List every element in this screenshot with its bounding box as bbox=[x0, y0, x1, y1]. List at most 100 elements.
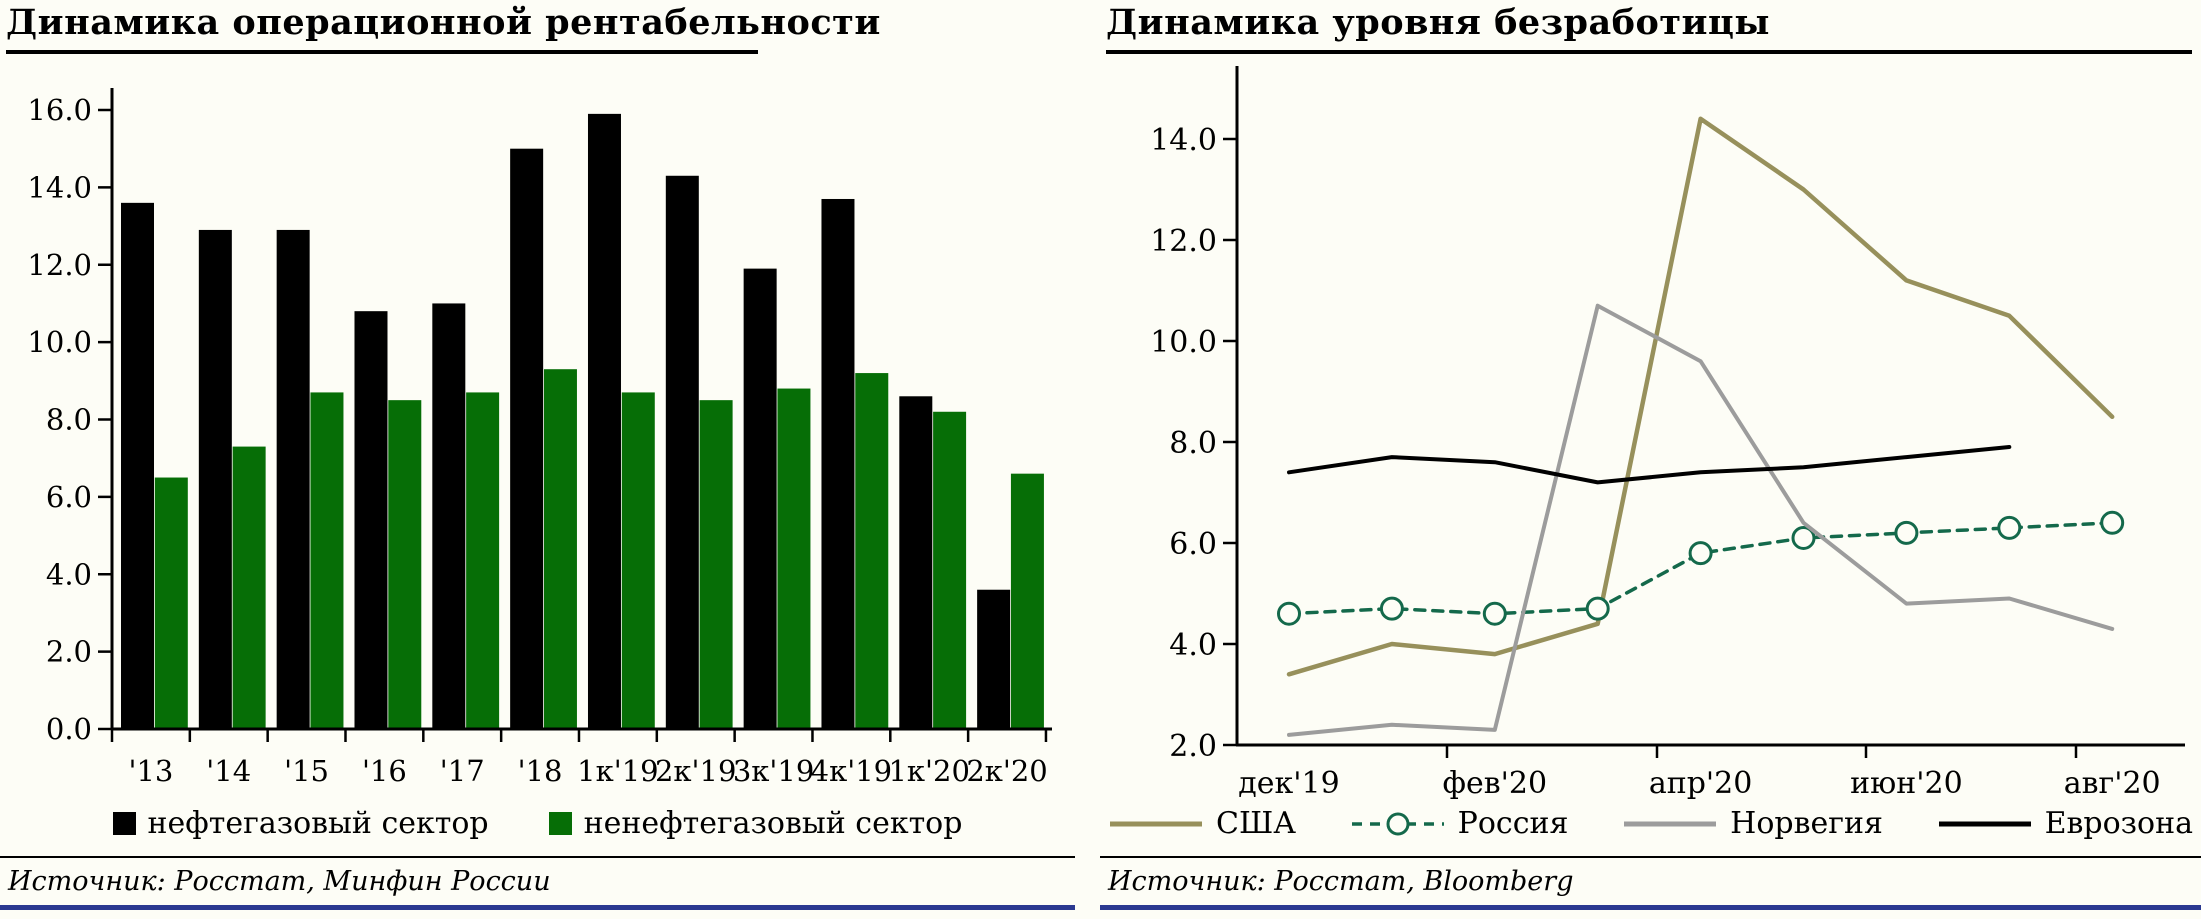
x-axis-label: '13 bbox=[128, 754, 173, 788]
series-marker bbox=[1482, 601, 1507, 626]
y-axis-label: 4.0 bbox=[46, 557, 92, 591]
y-axis-label: 14.0 bbox=[1150, 123, 1217, 158]
bar-oil-gas bbox=[587, 113, 621, 729]
legend-item-label: Норвегия bbox=[1730, 806, 1883, 841]
x-axis-label: '16 bbox=[362, 754, 407, 788]
x-axis-label: 2к'20 bbox=[966, 754, 1047, 788]
legend-item-label: ненефтегазовый сектор bbox=[583, 806, 963, 841]
y-axis-label: 6.0 bbox=[46, 480, 92, 514]
legend-item: Норвегия bbox=[1622, 806, 1883, 841]
series-line-США bbox=[1286, 116, 2115, 677]
y-axis-label: 0.0 bbox=[46, 712, 92, 746]
series-line-Норвегия bbox=[1287, 303, 2115, 737]
bar-oil-gas bbox=[432, 303, 466, 729]
left-chart-title: Динамика операционной рентабельности bbox=[6, 2, 880, 54]
legend-item: США bbox=[1108, 806, 1296, 841]
x-axis-label: '14 bbox=[206, 754, 251, 788]
series-marker bbox=[1277, 601, 1301, 626]
bar-oil-gas bbox=[899, 396, 933, 729]
bar-non-oil-gas bbox=[855, 373, 889, 729]
x-axis-label: 4к'19 bbox=[811, 754, 892, 788]
left-footer-rule bbox=[0, 856, 1075, 858]
x-axis-label: 2к'19 bbox=[655, 754, 736, 788]
right-footer-accent-line bbox=[1100, 905, 2201, 910]
series-line-Еврозона bbox=[1287, 445, 2012, 485]
bar-oil-gas bbox=[198, 229, 232, 729]
bar-oil-gas bbox=[821, 198, 855, 729]
legend-item-label: Россия bbox=[1457, 806, 1569, 841]
right-chart-legend: США Россия Норвегия Еврозона bbox=[1100, 806, 2201, 841]
y-axis-label: 8.0 bbox=[1169, 426, 1217, 461]
bar-oil-gas bbox=[121, 202, 154, 730]
y-axis-label: 14.0 bbox=[27, 170, 92, 204]
legend-item: ненефтегазовый сектор bbox=[548, 806, 963, 841]
legend-line-sample bbox=[1110, 821, 1202, 826]
legend-line-sample bbox=[1624, 821, 1717, 826]
bar-non-oil-gas bbox=[933, 411, 967, 729]
bar-non-oil-gas bbox=[621, 392, 655, 729]
legend-item: нефтегазовый сектор bbox=[112, 806, 489, 841]
x-axis-label: фев'20 bbox=[1443, 766, 1548, 801]
bar-oil-gas bbox=[510, 148, 544, 729]
bar-oil-gas bbox=[977, 589, 1011, 729]
x-axis-label: июн'20 bbox=[1850, 766, 1963, 801]
legend-item-label: нефтегазовый сектор bbox=[147, 806, 489, 841]
series-marker bbox=[1997, 515, 2022, 540]
y-axis-label: 10.0 bbox=[27, 325, 92, 359]
bar-oil-gas bbox=[276, 229, 310, 729]
legend-swatch bbox=[548, 812, 572, 835]
bar-non-oil-gas bbox=[388, 400, 422, 729]
y-axis-label: 2.0 bbox=[1169, 729, 1217, 764]
series-marker bbox=[1585, 596, 1610, 621]
x-axis-label: 1к'20 bbox=[888, 754, 969, 788]
series-marker bbox=[2100, 510, 2125, 535]
y-axis-label: 2.0 bbox=[46, 635, 92, 669]
left-source-text: Источник: Росстат, Минфин России bbox=[8, 866, 551, 897]
y-axis-label: 6.0 bbox=[1169, 527, 1217, 562]
x-axis-label: '18 bbox=[518, 754, 563, 788]
bar-chart-operating-profitability: 0.0 2.0 4.0 6.0 8.0 10.0 12.0 14.0 16.0 '13 '14 '15… bbox=[27, 88, 1052, 788]
bar-non-oil-gas bbox=[154, 477, 188, 729]
y-axis-label: 8.0 bbox=[46, 403, 92, 437]
bar-non-oil-gas bbox=[466, 392, 500, 729]
y-axis-label: 12.0 bbox=[27, 248, 92, 282]
x-axis-label: дек'19 bbox=[1238, 766, 1339, 801]
bar-non-oil-gas bbox=[232, 446, 266, 729]
y-axis-label: 12.0 bbox=[1150, 224, 1217, 259]
bar-non-oil-gas bbox=[310, 392, 344, 729]
x-axis-label: авг'20 bbox=[2064, 766, 2161, 801]
bar-non-oil-gas bbox=[543, 369, 577, 729]
bar-oil-gas bbox=[665, 175, 699, 730]
series-line-Россия bbox=[1287, 521, 2114, 616]
y-axis-label: 4.0 bbox=[1169, 628, 1217, 663]
series-marker bbox=[1791, 525, 1816, 550]
legend-marker bbox=[1386, 812, 1410, 835]
x-axis-label: апр'20 bbox=[1649, 766, 1753, 801]
legend-swatch bbox=[112, 812, 136, 835]
legend-item: Россия bbox=[1350, 806, 1569, 841]
legend-item-label: Еврозона bbox=[2044, 806, 2193, 841]
left-footer-accent-line bbox=[0, 905, 1075, 910]
legend-line-sample bbox=[1351, 812, 1444, 835]
legend-item-label: США bbox=[1216, 806, 1296, 841]
panel-unemployment: Динамика уровня безработицы 2.0 4.0 6.0 8.0… bbox=[1100, 0, 2201, 919]
left-chart-legend: нефтегазовый сектор ненефтегазовый сектор bbox=[0, 806, 1075, 841]
panel-operating-profitability: Динамика операционной рентабельности 0.0… bbox=[0, 0, 1075, 919]
right-chart-title: Динамика уровня безработицы bbox=[1106, 2, 2192, 54]
y-axis-label: 10.0 bbox=[1150, 325, 1217, 360]
bar-non-oil-gas bbox=[699, 400, 733, 729]
legend-line-sample bbox=[1938, 821, 2031, 826]
x-axis-label: '15 bbox=[284, 754, 329, 788]
bar-non-oil-gas bbox=[777, 388, 811, 729]
x-axis-label: '17 bbox=[440, 754, 485, 788]
legend-item: Еврозона bbox=[1937, 806, 2193, 841]
series-marker bbox=[1688, 541, 1713, 566]
right-footer-rule bbox=[1100, 856, 2201, 858]
x-axis-label: 1к'19 bbox=[577, 754, 658, 788]
line-chart-unemployment: 2.0 4.0 6.0 8.0 10.0 12.0 14.0 дек'19 фев'20 апр'… bbox=[1150, 66, 2185, 801]
bar-oil-gas bbox=[354, 311, 388, 729]
y-axis-label: 16.0 bbox=[27, 93, 92, 127]
right-source-text: Источник: Росстат, Bloomberg bbox=[1108, 866, 1574, 897]
bar-non-oil-gas bbox=[1010, 473, 1044, 729]
